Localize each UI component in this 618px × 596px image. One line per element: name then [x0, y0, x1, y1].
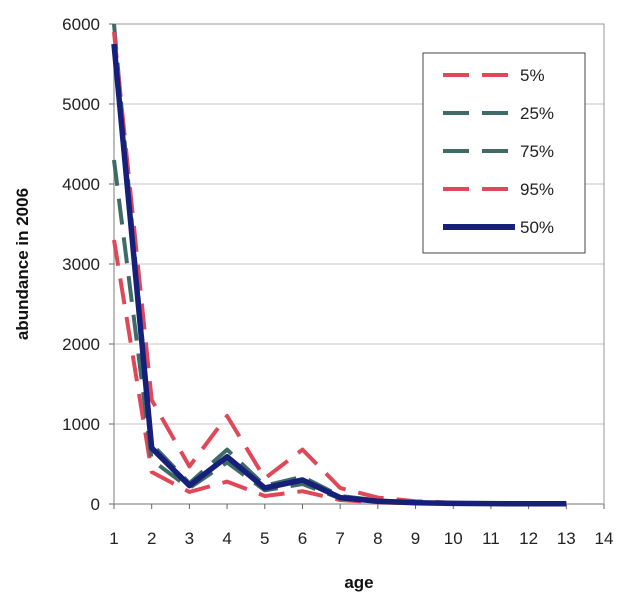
- legend-label: 95%: [520, 180, 554, 199]
- x-axis-title: age: [344, 573, 373, 592]
- y-tick-label: 1000: [62, 415, 100, 434]
- y-tick-label: 5000: [62, 95, 100, 114]
- x-tick-label: 8: [373, 529, 382, 548]
- legend: 5% 25% 75% 95% 50%: [422, 52, 586, 254]
- series-line-5: [111, 43, 567, 507]
- x-tick-label: 12: [519, 529, 538, 548]
- x-tick-label: 2: [147, 529, 156, 548]
- x-tick-label: 4: [222, 529, 231, 548]
- x-axis-ticks: 1 2 3 4 5 6 7 8 9 10 11 12 13 14: [109, 504, 613, 548]
- x-tick-label: 1: [109, 529, 118, 548]
- legend-label: 50%: [520, 218, 554, 237]
- x-tick-label: 6: [298, 529, 307, 548]
- y-tick-label: 2000: [62, 335, 100, 354]
- x-tick-label: 9: [411, 529, 420, 548]
- x-tick-label: 10: [444, 529, 463, 548]
- series-line-1: [112, 239, 567, 506]
- x-tick-label: 3: [185, 529, 194, 548]
- y-tick-label: 4000: [62, 175, 100, 194]
- legend-label: 75%: [520, 142, 554, 161]
- legend-label: 5%: [520, 66, 545, 85]
- x-tick-label: 11: [482, 529, 500, 548]
- series-lines: [111, 23, 567, 507]
- x-tick-label: 5: [260, 529, 269, 548]
- x-tick-label: 7: [335, 529, 344, 548]
- y-tick-label: 0: [91, 495, 100, 514]
- y-tick-label: 6000: [62, 15, 100, 34]
- y-axis-title: abundance in 2006: [13, 188, 32, 340]
- y-axis-ticks: 0 1000 2000 3000 4000 5000 6000: [62, 15, 114, 514]
- y-tick-label: 3000: [62, 255, 100, 274]
- x-tick-label: 14: [595, 529, 614, 548]
- x-tick-label: 13: [557, 529, 576, 548]
- legend-label: 25%: [520, 104, 554, 123]
